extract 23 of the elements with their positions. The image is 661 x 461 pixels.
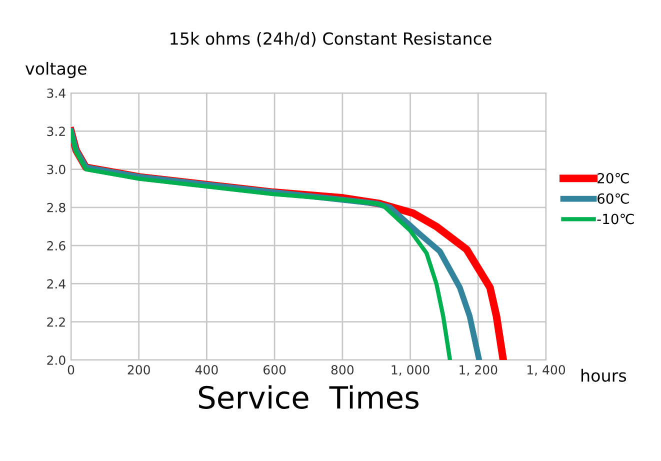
- x-tick-label: 600: [264, 365, 286, 375]
- x-tick-label: 1, 000: [392, 365, 430, 376]
- y-tick-label: 2.6: [47, 241, 66, 250]
- y-tick-label: 3.4: [47, 88, 66, 98]
- y-tick-label: 3.0: [47, 164, 66, 174]
- y-tick-label: 2.4: [47, 279, 66, 288]
- y-tick-label: 2.0: [47, 355, 66, 365]
- x-tick-label: 200: [128, 365, 150, 375]
- x-tick-label: 0: [68, 365, 74, 375]
- text: hours: [582, 368, 626, 382]
- y-axis-title: voltage: [25, 62, 86, 78]
- legend-label: 60℃: [598, 193, 629, 204]
- legend-label: -10℃: [597, 214, 634, 224]
- x-tick-label: 1, 200: [460, 365, 498, 376]
- y-tick-label: 2.8: [47, 202, 66, 212]
- y-tick-label: 2.2: [47, 317, 65, 327]
- x-tick-label: 400: [195, 365, 218, 375]
- y-tick-label: 3.2: [47, 126, 65, 136]
- legend-label: 20℃: [598, 172, 629, 184]
- x-tick-label: 800: [331, 365, 354, 375]
- x-tick-label: 1, 400: [527, 365, 566, 376]
- chart-title: 15k ohms (24h/d) Constant Resistance: [170, 32, 492, 47]
- x-axis-title: Service Times: [198, 385, 419, 409]
